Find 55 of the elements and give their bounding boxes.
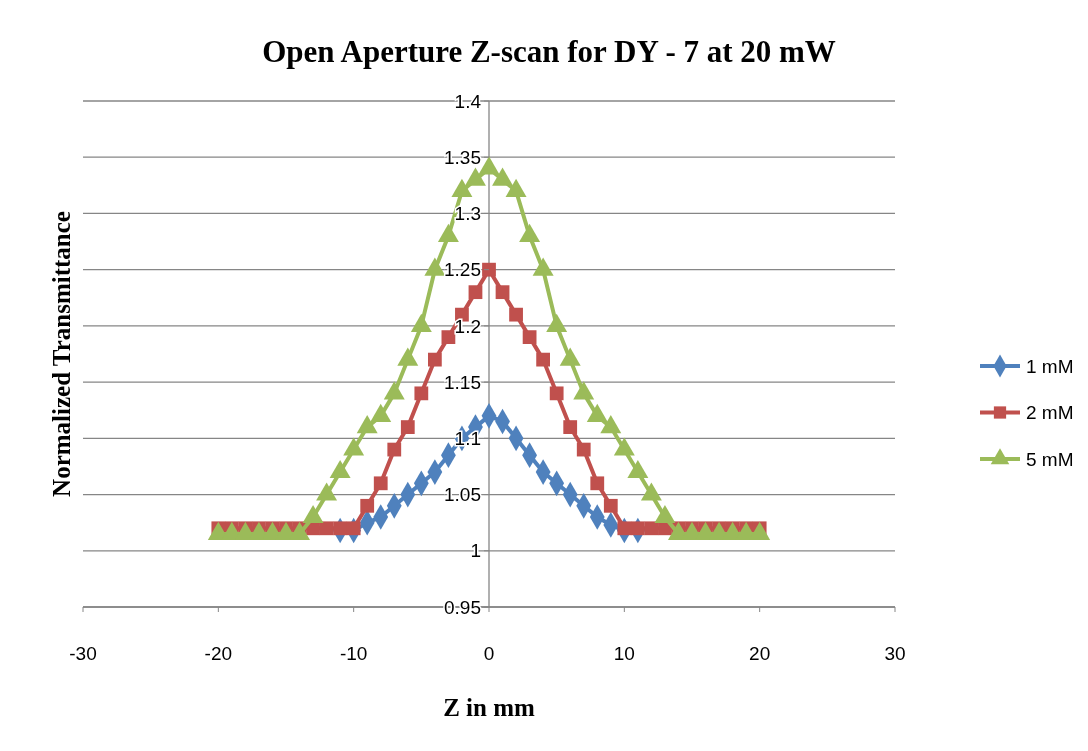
legend-label: 5 mM <box>1026 448 1074 470</box>
y-axis-title: Normalized Transmittance <box>48 211 75 497</box>
y-tick-label: 1 <box>470 540 481 562</box>
chart-title: Open Aperture Z-scan for DY - 7 at 20 mW <box>262 34 836 69</box>
y-tick-label: 1.2 <box>454 315 481 337</box>
point <box>563 420 578 434</box>
point <box>644 521 659 536</box>
x-tick-label: 0 <box>483 643 495 664</box>
point <box>333 521 348 536</box>
point <box>559 347 581 366</box>
y-tick-label: 1.4 <box>454 90 482 112</box>
point <box>397 347 419 366</box>
point <box>573 381 595 400</box>
y-tick-label: 1.35 <box>444 146 481 168</box>
x-tick-label: 10 <box>613 643 635 664</box>
point <box>360 498 375 513</box>
point <box>603 498 618 513</box>
point <box>464 167 486 186</box>
point <box>590 476 605 491</box>
legend-label: 1 mM <box>1026 355 1074 377</box>
legend-label: 2 mM <box>1026 402 1074 424</box>
point <box>451 178 473 197</box>
point <box>509 307 523 322</box>
point <box>383 381 405 400</box>
point <box>505 178 527 197</box>
point <box>617 521 632 536</box>
point <box>414 386 429 401</box>
y-tick-label: 1.25 <box>444 259 481 281</box>
point <box>319 521 334 536</box>
point <box>532 257 554 276</box>
point <box>437 223 459 242</box>
point <box>536 352 551 367</box>
point <box>400 420 415 434</box>
point <box>346 521 361 536</box>
point <box>373 476 388 491</box>
point <box>576 442 591 457</box>
point <box>519 223 541 242</box>
x-tick-label: -30 <box>69 643 97 664</box>
point <box>387 442 402 457</box>
x-tick-label: 20 <box>749 643 771 664</box>
point <box>546 313 568 332</box>
y-tick-label: 0.95 <box>444 596 481 618</box>
x-tick-label: -10 <box>339 643 368 664</box>
y-tick-label: 1.3 <box>454 203 481 225</box>
point <box>410 313 432 332</box>
point <box>427 352 442 367</box>
y-tick-label: 1.15 <box>444 371 481 393</box>
x-tick-label: -20 <box>204 643 233 664</box>
point <box>424 257 446 276</box>
point <box>549 386 564 401</box>
point <box>630 521 645 536</box>
y-tick-label: 1.05 <box>444 484 481 506</box>
point <box>492 167 514 186</box>
x-tick-label: 30 <box>884 643 906 664</box>
x-axis-title: Z in mm <box>443 694 536 721</box>
